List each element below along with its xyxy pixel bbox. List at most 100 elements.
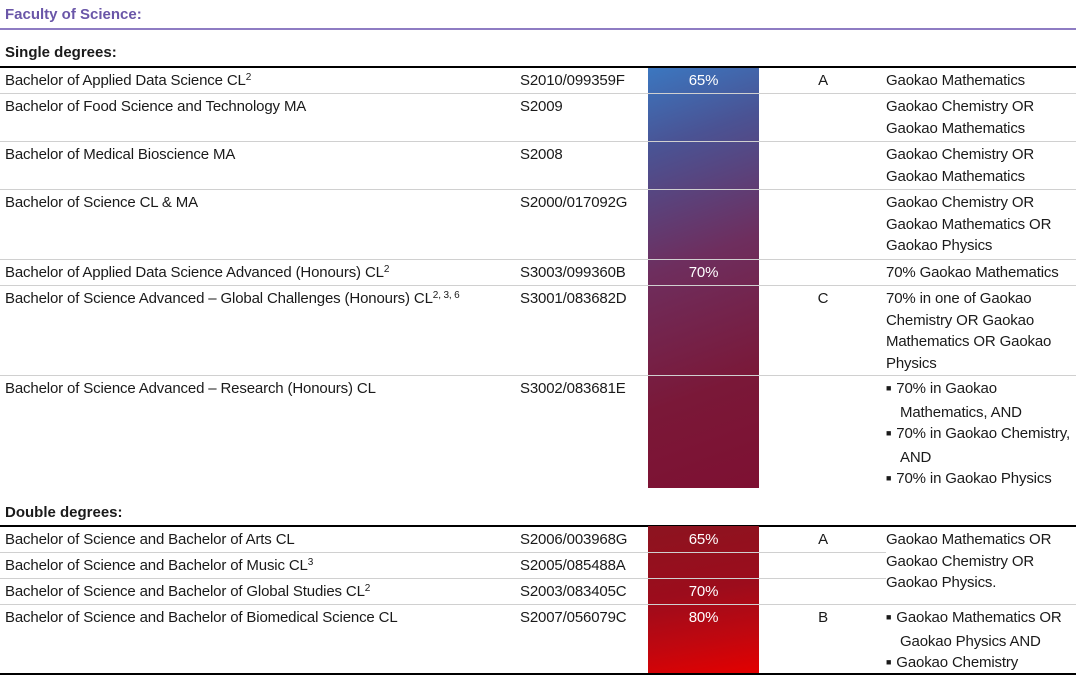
bullet-text: Gaokao Chemistry <box>886 654 1018 671</box>
program-name: Bachelor of Applied Data Science Advance… <box>5 262 510 284</box>
program-tag: MA <box>212 146 236 163</box>
program-name: Bachelor of Science Advanced – Research … <box>5 378 510 400</box>
footnote-ref: 3 <box>307 557 314 568</box>
program-tag: CL <box>288 557 308 574</box>
course-code: S3003/099360B <box>520 264 626 281</box>
row-divider <box>878 604 1076 605</box>
prerequisite-subjects: Gaokao Mathematics <box>886 72 1026 89</box>
prerequisite-item: 70% in Gaokao Mathematics, AND <box>886 378 1078 423</box>
band-grade: C <box>817 290 829 307</box>
band-grade: A <box>818 72 828 89</box>
bullet-text: 70% in Gaokao Mathematics, AND <box>886 380 1022 421</box>
row-divider <box>0 189 1076 190</box>
row-divider <box>0 285 1076 286</box>
table-row: Bachelor of Science and Bachelor of Musi… <box>0 553 1076 579</box>
program-name: Bachelor of Science Advanced – Global Ch… <box>5 288 510 310</box>
course-code: S2005/085488A <box>520 557 626 574</box>
footnote-ref: 2 <box>364 583 371 594</box>
table-row: Bachelor of Science and Bachelor of Biom… <box>0 605 1076 673</box>
course-code: S2000/017092G <box>520 194 628 211</box>
row-divider <box>0 552 1076 553</box>
bullet-text: Gaokao Mathematics OR Gaokao Physics AND <box>886 609 1061 650</box>
table-row: Bachelor of Applied Data Science CL2 S201… <box>0 68 1076 94</box>
program-title: Bachelor of Science and Bachelor of Musi… <box>5 557 285 574</box>
atar-percent: 65% <box>688 72 719 89</box>
table-row: Bachelor of Science Advanced – Global Ch… <box>0 286 1076 376</box>
program-tag: CL <box>356 380 376 397</box>
double-degrees-rule <box>0 525 1076 527</box>
program-title: Bachelor of Applied Data Science <box>5 72 223 89</box>
course-code: S3001/083682D <box>520 290 627 307</box>
prerequisite-item: 70% in Gaokao Chemistry, AND <box>886 423 1078 468</box>
program-tag: CL <box>345 583 365 600</box>
prerequisite-subjects: Gaokao Chemistry OR Gaokao Mathematics <box>886 98 1035 137</box>
program-name: Bachelor of Science and Bachelor of Biom… <box>5 607 510 629</box>
program-title: Bachelor of Medical Bioscience <box>5 146 209 163</box>
course-code: S2010/099359F <box>520 72 625 89</box>
program-name: Bachelor of Science and Bachelor of Musi… <box>5 555 510 577</box>
program-name: Bachelor of Medical Bioscience MA <box>5 144 510 166</box>
row-divider <box>0 259 1076 260</box>
row-divider <box>0 141 1076 142</box>
table-bottom-rule <box>0 673 1076 675</box>
table-row: Bachelor of Science and Bachelor of Glob… <box>0 579 1076 605</box>
single-degrees-rule <box>0 66 1076 68</box>
program-title: Bachelor of Science and Bachelor of Biom… <box>5 609 375 626</box>
program-tag: CL <box>413 290 433 307</box>
prerequisite-list: 70% in Gaokao Mathematics, AND70% in Gao… <box>886 378 1078 492</box>
prerequisite-list: Gaokao Mathematics OR Gaokao Physics AND… <box>886 607 1078 676</box>
prerequisite-subjects: Gaokao Chemistry OR Gaokao Mathematics O… <box>886 194 1052 254</box>
program-tag: CL <box>275 531 295 548</box>
atar-percent: 80% <box>688 609 719 626</box>
prerequisite-subjects: Gaokao Mathematics OR Gaokao Chemistry O… <box>886 529 1078 603</box>
prerequisite-subjects: 70% in one of Gaokao Chemistry OR Gaokao… <box>886 290 1052 372</box>
program-title: Bachelor of Science Advanced – Research … <box>5 380 353 397</box>
bullet-text: 70% in Gaokao Physics <box>886 470 1051 487</box>
prerequisite-item: 70% in Gaokao Physics <box>886 468 1078 492</box>
faculty-heading: Faculty of Science: <box>5 6 142 23</box>
prerequisite-subjects: Gaokao Chemistry OR Gaokao Mathematics <box>886 146 1035 185</box>
program-name: Bachelor of Applied Data Science CL2 <box>5 70 510 92</box>
footnote-ref: 2, 3, 6 <box>432 290 460 301</box>
row-divider <box>0 375 1076 376</box>
program-tag: CL <box>378 609 398 626</box>
footnote-ref: 2 <box>383 264 390 275</box>
band-grade: A <box>818 531 828 548</box>
atar-gradient-bar-double <box>648 526 759 673</box>
table-row: Bachelor of Medical Bioscience MA S2008 Ga… <box>0 142 1076 190</box>
table-row: Bachelor of Food Science and Technology … <box>0 94 1076 142</box>
band-grade: B <box>818 609 828 626</box>
program-title: Bachelor of Science and Bachelor of Glob… <box>5 583 342 600</box>
program-title: Bachelor of Science Advanced – Global Ch… <box>5 290 410 307</box>
bullet-text: 70% in Gaokao Chemistry, AND <box>886 425 1070 466</box>
single-degrees-heading: Single degrees: <box>5 44 117 61</box>
table-row: Bachelor of Science CL & MA S2000/017092G… <box>0 190 1076 260</box>
atar-gradient-bar-single <box>648 68 759 488</box>
prerequisite-item: Gaokao Mathematics OR Gaokao Physics AND <box>886 607 1078 652</box>
prerequisite-subjects: 70% Gaokao Mathematics <box>886 264 1059 281</box>
footnote-ref: 2 <box>245 72 252 83</box>
program-name: Bachelor of Science CL & MA <box>5 192 510 214</box>
program-tag: MA <box>283 98 307 115</box>
table-row: Bachelor of Science and Bachelor of Arts… <box>0 527 1076 553</box>
atar-percent: 70% <box>688 264 719 281</box>
program-tag: CL & MA <box>139 194 199 211</box>
program-tag: CL <box>226 72 246 89</box>
row-divider <box>0 578 1076 579</box>
course-code: S3002/083681E <box>520 380 626 397</box>
prerequisite-item: Gaokao Chemistry <box>886 652 1078 676</box>
program-tag: CL <box>364 264 384 281</box>
table-row: Bachelor of Applied Data Science Advance… <box>0 260 1076 286</box>
faculty-divider <box>0 28 1076 30</box>
course-code: S2006/003968G <box>520 531 628 548</box>
program-title: Bachelor of Science <box>5 194 136 211</box>
course-code: S2003/083405C <box>520 583 627 600</box>
atar-percent: 65% <box>688 531 719 548</box>
program-title: Bachelor of Science and Bachelor of Arts <box>5 531 272 548</box>
row-divider <box>0 93 1076 94</box>
program-title: Bachelor of Food Science and Technology <box>5 98 280 115</box>
atar-percent: 70% <box>688 583 719 600</box>
program-name: Bachelor of Science and Bachelor of Arts… <box>5 529 510 551</box>
table-row: Bachelor of Science Advanced – Research … <box>0 376 1076 488</box>
double-degrees-heading: Double degrees: <box>5 504 123 521</box>
